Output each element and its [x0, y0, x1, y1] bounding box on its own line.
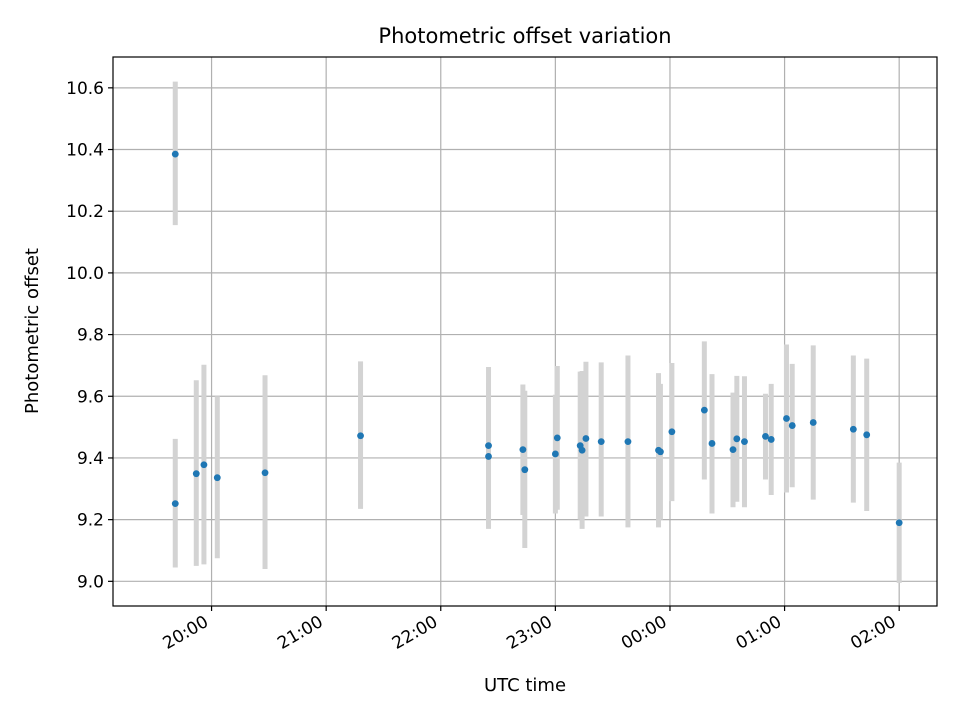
- data-point: [657, 448, 664, 456]
- y-tick-label: 9.8: [77, 326, 104, 346]
- data-point: [200, 461, 208, 469]
- data-point: [582, 435, 590, 442]
- data-point: [624, 438, 632, 446]
- data-point: [708, 440, 716, 447]
- data-point: [668, 428, 676, 436]
- y-tick-label: 10.4: [66, 141, 104, 161]
- chart-title: Photometric offset variation: [378, 24, 671, 48]
- data-point: [171, 150, 179, 158]
- data-point: [729, 446, 737, 454]
- y-axis-title: Photometric offset: [22, 248, 43, 414]
- data-point: [485, 442, 492, 450]
- gridlines: [113, 57, 937, 606]
- y-tick-label: 9.6: [77, 387, 104, 407]
- data-point: [863, 431, 871, 439]
- data-point: [521, 466, 529, 474]
- data-point: [578, 446, 586, 454]
- data-point: [551, 450, 559, 458]
- data-point: [809, 419, 817, 426]
- y-tick-label: 10.0: [66, 264, 104, 284]
- data-point: [783, 415, 790, 422]
- data-point: [171, 500, 179, 508]
- data-point: [192, 470, 200, 478]
- y-tick-label: 10.2: [66, 202, 104, 222]
- y-tick-label: 9.2: [77, 511, 104, 531]
- y-axis-ticks: 9.0 9.2 9.4 9.6 9.8 10.0 10.2 10.4 10.6: [66, 79, 113, 592]
- y-tick-label: 9.0: [77, 572, 104, 592]
- data-point: [553, 434, 561, 442]
- data-point: [849, 425, 857, 433]
- data-point: [762, 432, 769, 440]
- y-tick-label: 9.4: [77, 449, 104, 469]
- data-point: [788, 422, 796, 429]
- data-point: [357, 432, 364, 440]
- data-point: [485, 453, 492, 460]
- plot-frame: [112, 56, 938, 607]
- y-tick-label: 10.6: [66, 79, 104, 99]
- data-point: [597, 438, 605, 446]
- data-point: [767, 436, 775, 443]
- data-point: [213, 474, 221, 482]
- data-point: [741, 438, 748, 446]
- data-point: [733, 435, 741, 443]
- data-point: [261, 469, 269, 477]
- data-points: [171, 150, 903, 527]
- x-axis-title: UTC time: [484, 675, 566, 696]
- data-point: [700, 406, 708, 414]
- data-point: [895, 519, 903, 527]
- data-point: [519, 446, 527, 454]
